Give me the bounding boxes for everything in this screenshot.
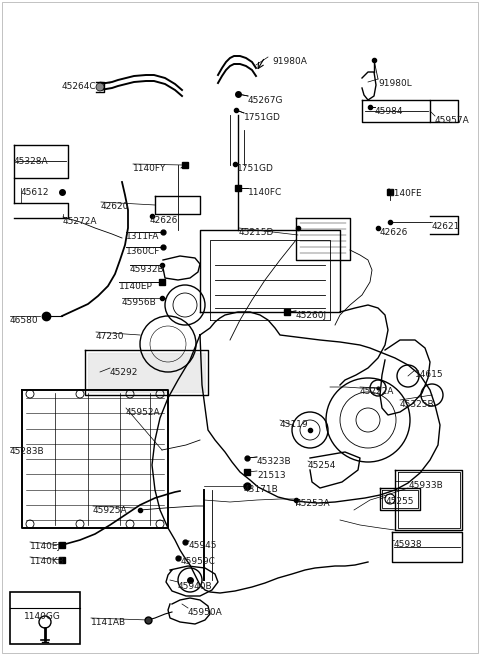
- Text: 1140FC: 1140FC: [248, 188, 282, 197]
- Text: 45323B: 45323B: [257, 457, 292, 466]
- Text: 45267G: 45267G: [248, 96, 284, 105]
- Text: 45222A: 45222A: [360, 387, 395, 396]
- Text: 42626: 42626: [380, 228, 408, 237]
- Text: 1751GD: 1751GD: [244, 113, 281, 122]
- Text: 45264C: 45264C: [62, 82, 96, 91]
- Text: 45932B: 45932B: [130, 265, 165, 274]
- Text: 45292: 45292: [110, 368, 138, 377]
- Text: 45957A: 45957A: [435, 116, 470, 125]
- Text: 45956B: 45956B: [122, 298, 157, 307]
- Text: 42621: 42621: [432, 222, 460, 231]
- Text: 47230: 47230: [96, 332, 124, 341]
- Text: 45260J: 45260J: [296, 311, 327, 320]
- Text: 1140FY: 1140FY: [133, 164, 167, 173]
- Text: 45950A: 45950A: [188, 608, 223, 617]
- Text: 21513: 21513: [257, 471, 286, 480]
- Text: 1311FA: 1311FA: [126, 232, 159, 241]
- Text: 42620: 42620: [101, 202, 130, 211]
- Text: 1360CF: 1360CF: [126, 247, 160, 256]
- Text: 45984: 45984: [375, 107, 404, 116]
- Text: 91980A: 91980A: [272, 57, 307, 66]
- Text: 1141AB: 1141AB: [91, 618, 126, 627]
- Text: 1140KB: 1140KB: [30, 557, 65, 566]
- Text: 45215D: 45215D: [239, 228, 275, 237]
- Text: 45940B: 45940B: [178, 582, 213, 591]
- Text: 45283B: 45283B: [10, 447, 45, 456]
- Text: 45952A: 45952A: [126, 408, 161, 417]
- Text: 45328A: 45328A: [14, 157, 48, 166]
- Text: 46580: 46580: [10, 316, 38, 325]
- Text: 1140GG: 1140GG: [24, 612, 61, 621]
- Text: 1140EP: 1140EP: [119, 282, 153, 291]
- Text: 1140FE: 1140FE: [389, 189, 422, 198]
- Text: 45253A: 45253A: [296, 499, 331, 508]
- Text: 1140EJ: 1140EJ: [30, 542, 61, 551]
- Text: 14615: 14615: [415, 370, 444, 379]
- Text: 45945: 45945: [189, 541, 217, 550]
- Text: 45959C: 45959C: [181, 557, 216, 566]
- Circle shape: [96, 83, 104, 91]
- Text: 45933B: 45933B: [409, 481, 444, 490]
- Text: 45938: 45938: [394, 540, 422, 549]
- Text: 43119: 43119: [280, 420, 309, 429]
- Text: 45925A: 45925A: [93, 506, 128, 515]
- Text: 45272A: 45272A: [63, 217, 97, 226]
- Text: 43171B: 43171B: [244, 485, 279, 494]
- Text: 45612: 45612: [21, 188, 49, 197]
- Text: 91980L: 91980L: [378, 79, 412, 88]
- Text: 45254: 45254: [308, 461, 336, 470]
- Text: 42626: 42626: [150, 216, 179, 225]
- Text: 1751GD: 1751GD: [237, 164, 274, 173]
- Bar: [10, 592, 80, 644]
- Text: 45255: 45255: [386, 497, 415, 506]
- Text: 45325B: 45325B: [400, 400, 434, 409]
